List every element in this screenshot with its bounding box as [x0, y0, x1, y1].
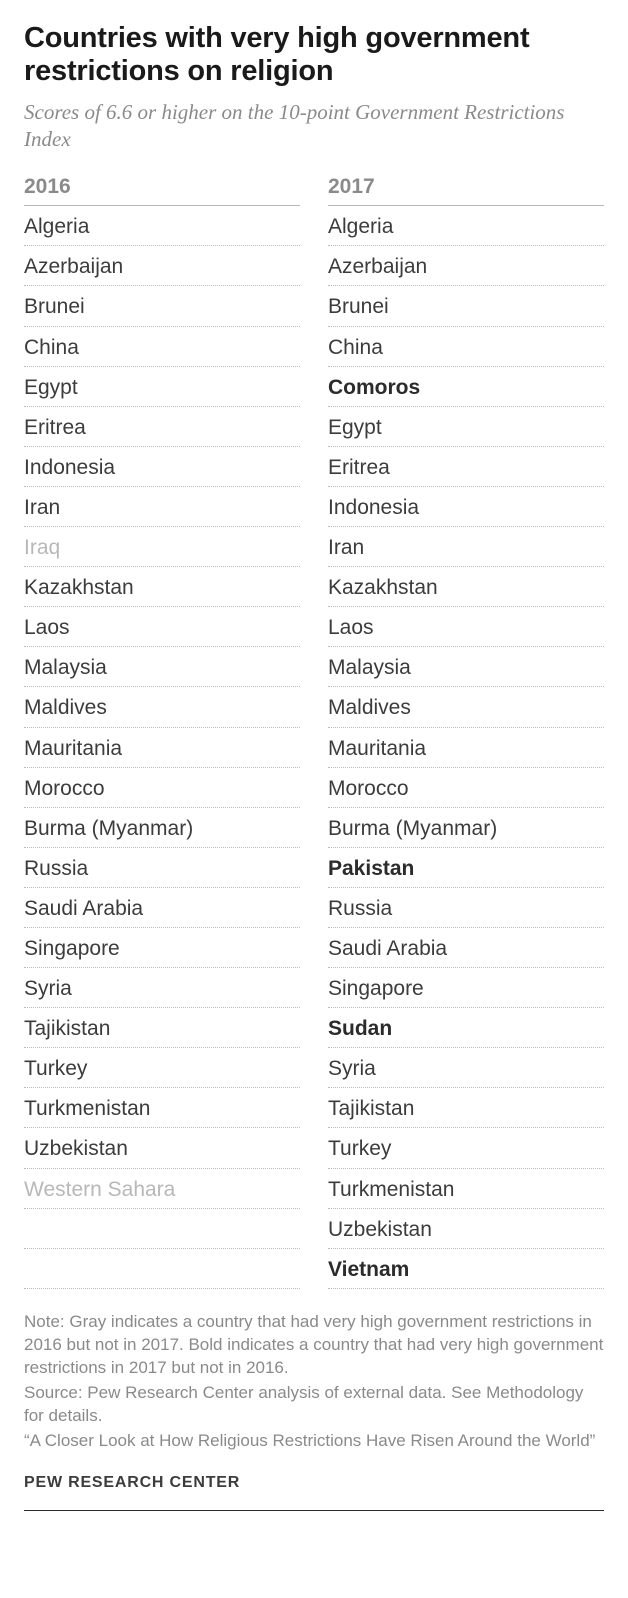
table-row: Malaysia: [24, 647, 300, 687]
table-row: Azerbaijan: [24, 246, 300, 286]
table-row: Western Sahara: [24, 1169, 300, 1209]
table-row: China: [24, 327, 300, 367]
note-line: Source: Pew Research Center analysis of …: [24, 1382, 604, 1428]
column-2016: 2016 AlgeriaAzerbaijanBruneiChinaEgyptEr…: [24, 175, 300, 1289]
note-line: Note: Gray indicates a country that had …: [24, 1311, 604, 1380]
table-row: Indonesia: [24, 447, 300, 487]
table-row: Turkmenistan: [328, 1169, 604, 1209]
table-row: Brunei: [328, 286, 604, 326]
table-row: Burma (Myanmar): [24, 808, 300, 848]
table-row: Russia: [24, 848, 300, 888]
table-row: Turkmenistan: [24, 1088, 300, 1128]
table-row: Sudan: [328, 1008, 604, 1048]
table-row: Egypt: [24, 367, 300, 407]
column-rows: AlgeriaAzerbaijanBruneiChinaEgyptEritrea…: [24, 206, 300, 1289]
table-row: Syria: [24, 968, 300, 1008]
table-row: Egypt: [328, 407, 604, 447]
table-row: Iraq: [24, 527, 300, 567]
table-row: Laos: [328, 607, 604, 647]
table-row: Uzbekistan: [24, 1128, 300, 1168]
column-rows: AlgeriaAzerbaijanBruneiChinaComorosEgypt…: [328, 206, 604, 1289]
table-row: [24, 1209, 300, 1249]
column-header: 2017: [328, 175, 604, 206]
table-row: Mauritania: [328, 728, 604, 768]
source-name: PEW RESEARCH CENTER: [24, 1474, 604, 1511]
table-row: Pakistan: [328, 848, 604, 888]
table-row: Kazakhstan: [328, 567, 604, 607]
table-row: Malaysia: [328, 647, 604, 687]
table-row: Russia: [328, 888, 604, 928]
table-row: Iran: [328, 527, 604, 567]
table-row: Kazakhstan: [24, 567, 300, 607]
table-row: Maldives: [328, 687, 604, 727]
table-row: Turkey: [24, 1048, 300, 1088]
table-row: Syria: [328, 1048, 604, 1088]
table-row: Burma (Myanmar): [328, 808, 604, 848]
table-row: Morocco: [328, 768, 604, 808]
table-row: Morocco: [24, 768, 300, 808]
table-row: Laos: [24, 607, 300, 647]
table-row: Singapore: [328, 968, 604, 1008]
column-header: 2016: [24, 175, 300, 206]
table-row: Tajikistan: [328, 1088, 604, 1128]
table-row: Algeria: [24, 206, 300, 246]
column-2017: 2017 AlgeriaAzerbaijanBruneiChinaComoros…: [328, 175, 604, 1289]
table-row: Saudi Arabia: [24, 888, 300, 928]
table-row: [24, 1249, 300, 1289]
table-row: Eritrea: [328, 447, 604, 487]
page-title: Countries with very high government rest…: [24, 22, 604, 89]
table-row: Uzbekistan: [328, 1209, 604, 1249]
page-subtitle: Scores of 6.6 or higher on the 10-point …: [24, 99, 604, 154]
table-row: Vietnam: [328, 1249, 604, 1289]
table-row: Algeria: [328, 206, 604, 246]
note-line: “A Closer Look at How Religious Restrict…: [24, 1430, 604, 1453]
table-row: Brunei: [24, 286, 300, 326]
table-row: Singapore: [24, 928, 300, 968]
table-row: Mauritania: [24, 728, 300, 768]
table-row: China: [328, 327, 604, 367]
table-row: Saudi Arabia: [328, 928, 604, 968]
table-row: Azerbaijan: [328, 246, 604, 286]
table-row: Tajikistan: [24, 1008, 300, 1048]
table-row: Iran: [24, 487, 300, 527]
table-row: Turkey: [328, 1128, 604, 1168]
table-row: Eritrea: [24, 407, 300, 447]
table-row: Indonesia: [328, 487, 604, 527]
notes-block: Note: Gray indicates a country that had …: [24, 1311, 604, 1453]
table-row: Maldives: [24, 687, 300, 727]
table-row: Comoros: [328, 367, 604, 407]
table-columns: 2016 AlgeriaAzerbaijanBruneiChinaEgyptEr…: [24, 175, 604, 1289]
